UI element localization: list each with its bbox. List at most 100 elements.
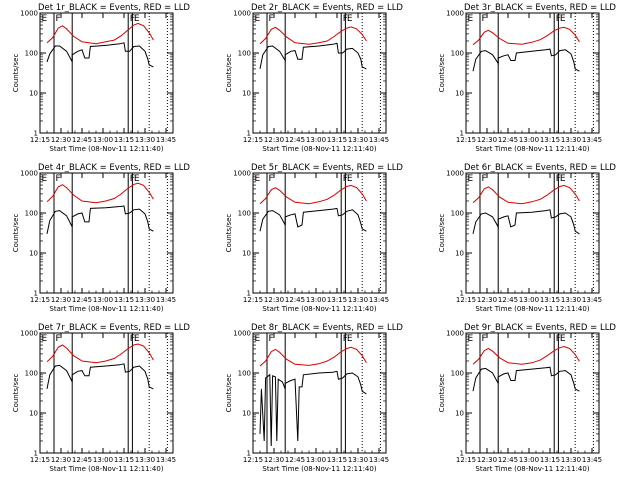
events-series-line <box>472 48 580 72</box>
y-tick-label: 1 <box>460 130 464 138</box>
panel-title: Det 2r_BLACK = Events, RED = LLD <box>251 3 403 13</box>
y-tick-label: 10 <box>455 250 464 258</box>
y-tick-label: 1000 <box>20 330 38 338</box>
x-tick-label: 13:45 <box>156 296 176 304</box>
panel-title: Det 4r_BLACK = Events, RED = LLD <box>38 163 190 173</box>
x-tick-label: 13:30 <box>135 136 155 144</box>
y-tick-label: 10 <box>242 250 251 258</box>
marker-label: E <box>347 334 353 344</box>
lld-series-line <box>46 22 154 45</box>
panel-title: Det 8r_BLACK = Events, RED = LLD <box>251 323 403 333</box>
events-series-line <box>46 363 154 390</box>
x-tick-label: 13:45 <box>369 136 389 144</box>
x-tick-label: 12:15 <box>243 456 263 464</box>
x-tick-label: 12:15 <box>30 296 50 304</box>
x-tick-label: 12:15 <box>243 136 263 144</box>
marker-label: E <box>560 174 566 184</box>
x-tick-label: 12:45 <box>72 456 92 464</box>
y-tick-label: 1000 <box>446 330 464 338</box>
marker-label: E <box>560 14 566 24</box>
x-axis-label: Start Time (08-Nov-11 12:11:40) <box>475 305 589 313</box>
x-tick-label: 13:30 <box>348 296 368 304</box>
x-tick-label: 13:00 <box>93 456 113 464</box>
x-axis-label: Start Time (08-Nov-11 12:11:40) <box>262 145 376 153</box>
x-tick-label: 13:00 <box>306 136 326 144</box>
y-axis-label: Counts/sec <box>438 54 446 93</box>
y-tick-label: 100 <box>25 210 38 218</box>
marker-label: F <box>56 334 61 344</box>
marker-label: E <box>255 174 261 184</box>
lld-series-line <box>472 26 580 46</box>
x-axis-label: Start Time (08-Nov-11 12:11:40) <box>475 465 589 473</box>
events-series-line <box>46 205 154 235</box>
x-tick-label: 13:45 <box>582 456 602 464</box>
panel-title: Det 1r_BLACK = Events, RED = LLD <box>38 3 190 13</box>
x-tick-label: 12:30 <box>51 136 71 144</box>
x-tick-label: 13:00 <box>306 456 326 464</box>
x-tick-label: 12:30 <box>264 456 284 464</box>
y-tick-label: 100 <box>238 50 251 58</box>
y-tick-label: 1000 <box>446 10 464 18</box>
x-tick-label: 12:45 <box>285 296 305 304</box>
y-tick-label: 1000 <box>233 330 251 338</box>
panel-title: Det 7r_BLACK = Events, RED = LLD <box>38 323 190 333</box>
y-tick-label: 100 <box>238 370 251 378</box>
events-series-line <box>259 42 367 70</box>
marker-label: F <box>482 174 487 184</box>
events-series-line <box>259 370 367 447</box>
marker-label: E <box>42 334 48 344</box>
x-axis-label: Start Time (08-Nov-11 12:11:40) <box>475 145 589 153</box>
y-tick-label: 1 <box>460 290 464 298</box>
chart-panel-3: Det 3r_BLACK = Events, RED = LLD 1 10 100 10… <box>438 3 616 153</box>
marker-label: F <box>269 14 274 24</box>
x-axis-label: Start Time (08-Nov-11 12:11:40) <box>262 305 376 313</box>
y-tick-label: 10 <box>29 250 38 258</box>
x-tick-label: 13:15 <box>114 136 134 144</box>
x-tick-label: 13:15 <box>114 296 134 304</box>
marker-label: F <box>56 174 61 184</box>
y-tick-label: 100 <box>451 50 464 58</box>
x-tick-label: 13:45 <box>156 136 176 144</box>
marker-label: E <box>255 334 261 344</box>
y-axis-label: Counts/sec <box>225 54 233 93</box>
lld-series-line <box>472 184 580 205</box>
x-tick-label: 13:15 <box>540 136 560 144</box>
y-tick-label: 1000 <box>20 170 38 178</box>
y-axis-label: Counts/sec <box>12 54 20 93</box>
y-axis-label: Counts/sec <box>438 374 446 413</box>
x-tick-label: 13:45 <box>369 296 389 304</box>
marker-label: E <box>42 174 48 184</box>
y-tick-label: 1 <box>247 130 251 138</box>
y-tick-label: 10 <box>29 410 38 418</box>
chart-panel-7: Det 7r_BLACK = Events, RED = LLD 1 10 100 10… <box>12 323 190 473</box>
marker-label: E <box>347 14 353 24</box>
y-tick-label: 1 <box>34 130 38 138</box>
y-tick-label: 1 <box>460 450 464 458</box>
x-tick-label: 13:00 <box>93 296 113 304</box>
x-tick-label: 12:45 <box>72 136 92 144</box>
x-tick-label: 13:30 <box>561 456 581 464</box>
lld-series-line <box>259 184 367 205</box>
events-series-line <box>472 209 580 235</box>
x-axis-label: Start Time (08-Nov-11 12:11:40) <box>49 145 163 153</box>
x-tick-label: 12:30 <box>264 136 284 144</box>
panel-title: Det 5r_BLACK = Events, RED = LLD <box>251 163 403 173</box>
x-tick-label: 12:45 <box>498 136 518 144</box>
panel-title: Det 9r_BLACK = Events, RED = LLD <box>464 323 616 333</box>
x-tick-label: 12:15 <box>30 456 50 464</box>
x-tick-label: 12:30 <box>264 296 284 304</box>
y-tick-label: 100 <box>238 210 251 218</box>
x-tick-label: 13:45 <box>582 136 602 144</box>
x-tick-label: 13:00 <box>519 456 539 464</box>
x-tick-label: 13:15 <box>114 456 134 464</box>
x-tick-label: 12:15 <box>456 296 476 304</box>
events-series-line <box>472 366 580 392</box>
y-tick-label: 1 <box>247 450 251 458</box>
x-axis-label: Start Time (08-Nov-11 12:11:40) <box>262 465 376 473</box>
marker-label: F <box>482 14 487 24</box>
marker-label: E <box>560 334 566 344</box>
chart-panel-9: Det 9r_BLACK = Events, RED = LLD 1 10 100 10… <box>438 323 616 473</box>
marker-label: E <box>468 14 474 24</box>
